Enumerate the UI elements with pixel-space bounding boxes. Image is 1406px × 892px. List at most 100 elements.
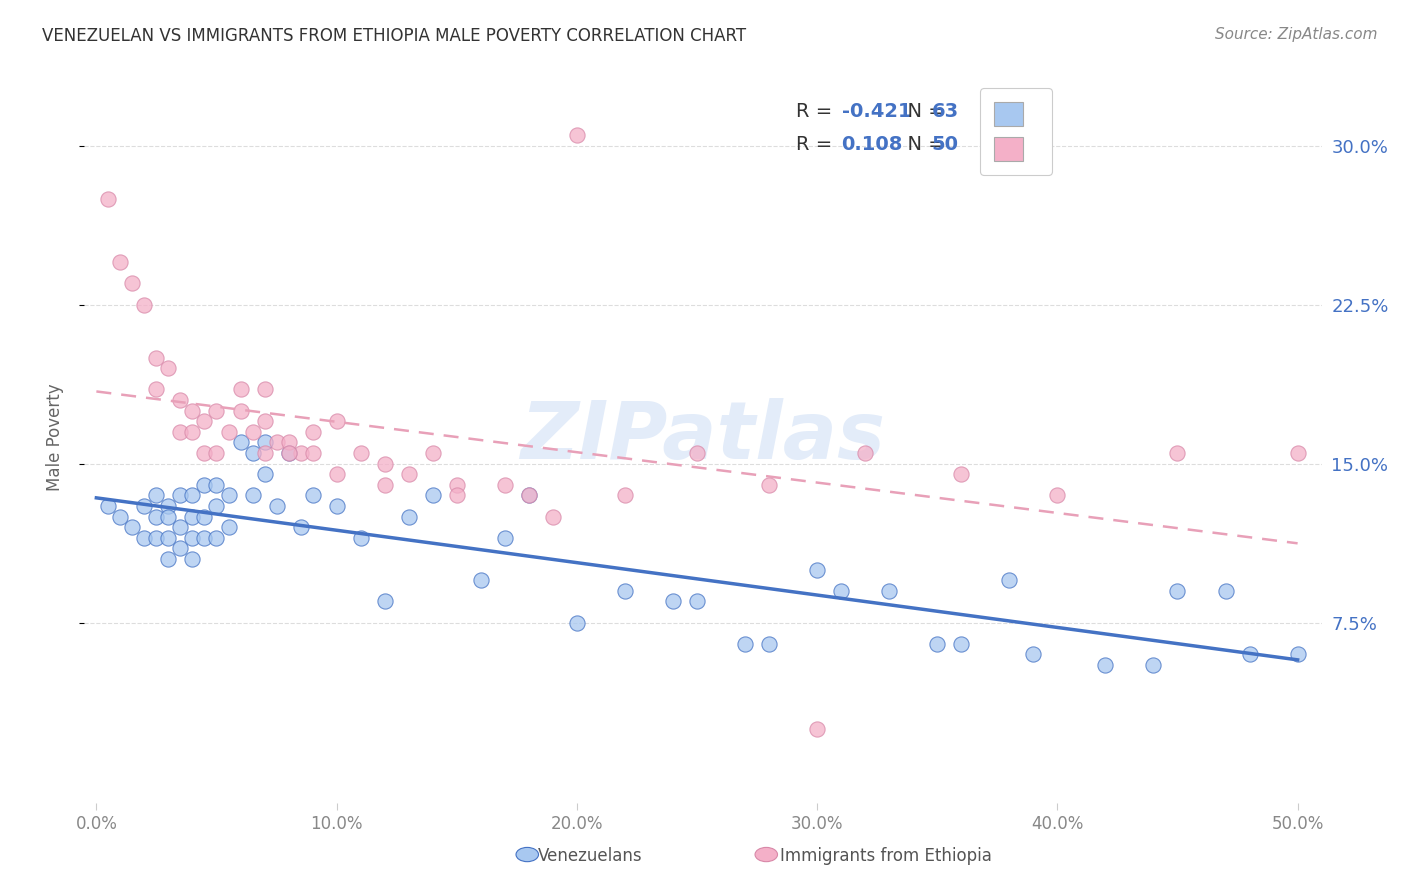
Point (277, 435, 299, 450)
Point (398, 509, 420, 524)
Point (350, 531, 373, 545)
Point (927, 637, 949, 651)
Point (134, 531, 156, 545)
Point (950, 467, 973, 482)
Point (446, 488, 468, 502)
Point (613, 488, 636, 502)
Point (205, 499, 228, 513)
Point (169, 425, 191, 439)
Point (1022, 648, 1045, 662)
Y-axis label: Male Poverty: Male Poverty (45, 384, 63, 491)
Point (218, 488, 240, 502)
Point (1166, 446, 1188, 460)
Point (422, 488, 444, 502)
Text: N =: N = (894, 102, 950, 121)
Point (1286, 648, 1309, 662)
Text: -0.421: -0.421 (842, 102, 911, 121)
Text: R =: R = (796, 135, 845, 154)
Point (494, 531, 516, 545)
Text: Source: ZipAtlas.com: Source: ZipAtlas.com (1215, 27, 1378, 42)
Point (229, 403, 252, 417)
Text: 63: 63 (932, 102, 959, 121)
Point (253, 446, 276, 460)
Point (193, 446, 215, 460)
Point (193, 531, 215, 545)
Point (145, 488, 167, 502)
Point (193, 477, 215, 491)
Point (218, 520, 240, 534)
Point (157, 552, 180, 566)
Point (205, 403, 228, 417)
Point (253, 467, 276, 482)
Text: R =: R = (796, 102, 838, 121)
Text: Immigrants from Ethiopia: Immigrants from Ethiopia (780, 847, 991, 865)
Text: ZIPatlas: ZIPatlas (520, 398, 886, 476)
Point (1239, 648, 1261, 662)
Point (325, 414, 347, 428)
Text: 0.108: 0.108 (842, 135, 903, 154)
Point (181, 403, 204, 417)
Point (145, 531, 167, 545)
Point (169, 541, 191, 556)
Point (169, 392, 191, 407)
Point (134, 297, 156, 311)
Point (541, 509, 564, 524)
Circle shape (516, 847, 538, 862)
Point (97, 192, 120, 206)
Text: 50: 50 (932, 135, 959, 154)
Point (374, 457, 396, 471)
Point (806, 563, 828, 577)
Point (758, 477, 780, 491)
Text: Venezuelans: Venezuelans (538, 847, 643, 865)
Point (181, 509, 204, 524)
Point (686, 446, 709, 460)
Point (121, 520, 143, 534)
Point (517, 488, 540, 502)
Point (181, 552, 204, 566)
Point (446, 477, 468, 491)
Point (1046, 488, 1069, 502)
Point (1094, 658, 1116, 673)
Point (301, 488, 323, 502)
Point (169, 488, 191, 502)
Circle shape (755, 847, 778, 862)
Point (613, 583, 636, 598)
Point (686, 594, 709, 608)
Point (181, 425, 204, 439)
Point (1215, 583, 1237, 598)
Point (157, 499, 180, 513)
Point (350, 446, 373, 460)
Point (110, 255, 132, 269)
Point (398, 467, 420, 482)
Point (1142, 658, 1164, 673)
Point (950, 637, 973, 651)
Point (877, 583, 900, 598)
Point (157, 509, 180, 524)
Point (422, 446, 444, 460)
Point (229, 383, 252, 397)
Point (1166, 583, 1188, 598)
Point (1286, 446, 1309, 460)
Point (290, 520, 312, 534)
Point (494, 477, 516, 491)
Text: VENEZUELAN VS IMMIGRANTS FROM ETHIOPIA MALE POVERTY CORRELATION CHART: VENEZUELAN VS IMMIGRANTS FROM ETHIOPIA M… (42, 27, 747, 45)
Point (157, 531, 180, 545)
Text: N =: N = (894, 135, 950, 154)
Point (758, 637, 780, 651)
Point (205, 446, 228, 460)
Point (169, 520, 191, 534)
Point (145, 383, 167, 397)
Point (266, 435, 288, 450)
Point (229, 435, 252, 450)
Point (565, 615, 588, 630)
Point (374, 594, 396, 608)
Point (242, 446, 264, 460)
Point (301, 446, 323, 460)
Point (517, 488, 540, 502)
Point (157, 361, 180, 376)
Point (830, 583, 852, 598)
Point (565, 128, 588, 142)
Point (253, 414, 276, 428)
Point (290, 446, 312, 460)
Point (193, 414, 215, 428)
